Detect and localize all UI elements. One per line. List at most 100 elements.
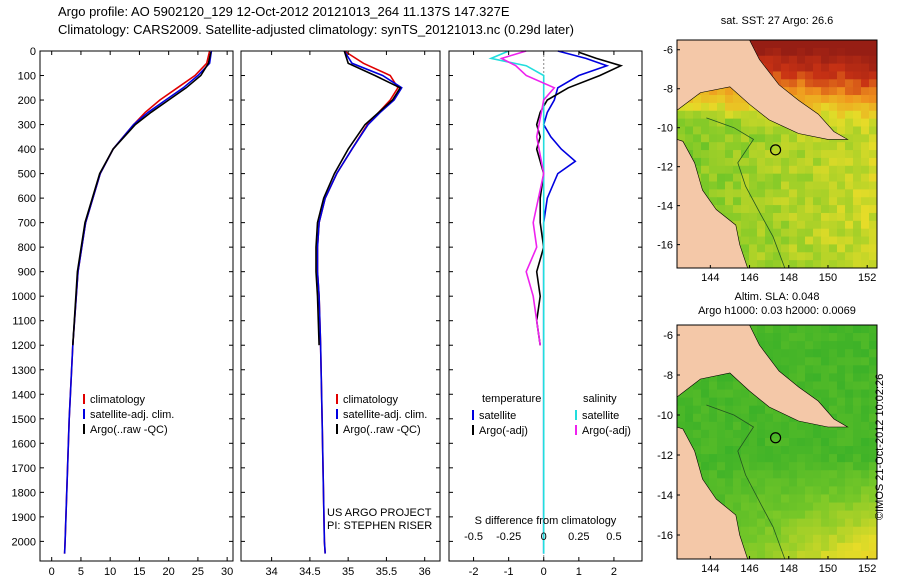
- sst-map-cell: [813, 197, 822, 206]
- sla-map-cell: [733, 502, 742, 512]
- sst-map-cell: [829, 173, 838, 183]
- temperature-series-0: [63, 50, 211, 554]
- sst-map-cell: [677, 118, 686, 127]
- differences-panel: -2 -1 0 1 2 -0.5 -0.25 0 0.25 0.5 S difference fro…: [448, 50, 643, 580]
- sla-map-cell: [685, 389, 694, 399]
- sst-map-cell: [789, 79, 798, 88]
- sla-map-cell: [797, 462, 806, 471]
- sla-map-cell: [829, 446, 838, 455]
- sst-map-cell: [829, 47, 838, 57]
- sla-map-cell: [861, 510, 870, 520]
- sla-map-cell: [853, 462, 862, 471]
- sla-map-cell: [749, 405, 758, 415]
- sla-map-cell: [869, 510, 877, 520]
- sst-map-cell: [845, 118, 854, 127]
- sst-map-cell: [701, 157, 710, 167]
- sst-map-cell: [789, 47, 798, 57]
- sst-map-cell: [765, 157, 774, 167]
- sla-map-cell: [717, 486, 726, 495]
- sla-map-cell: [837, 486, 846, 495]
- depth-tick-label: 400: [18, 144, 36, 156]
- sst-map-cell: [797, 71, 806, 80]
- sst-map-cell: [861, 197, 870, 206]
- sla-map-cell: [837, 365, 846, 374]
- sst-map-cell: [845, 102, 854, 112]
- sst-map-cell: [861, 79, 870, 88]
- sst-map-cell: [837, 252, 846, 261]
- sla-map-cell: [717, 397, 726, 407]
- depth-tick-label: 1000: [12, 291, 36, 303]
- sla-map-cell: [733, 381, 742, 391]
- sst-map-cell: [869, 189, 877, 198]
- sst-map-cell: [749, 197, 758, 206]
- sla-map-cell: [853, 534, 862, 544]
- sst-map-cell: [757, 244, 766, 253]
- sst-map-cell: [693, 102, 702, 112]
- sla-map-cell: [733, 494, 742, 504]
- depth-tick-label: 200: [18, 95, 36, 107]
- temperature-legend-label: satellite-adj. clim.: [90, 409, 174, 421]
- sst-map-cell: [853, 252, 862, 261]
- sst-map-cell: [741, 189, 750, 198]
- sst-map-cell: [789, 197, 798, 206]
- depth-tick-label: 1500: [12, 414, 36, 426]
- sla-map-cell: [829, 462, 838, 471]
- sla-map-cell: [757, 510, 766, 520]
- sla-map-ytick-label: -16: [657, 530, 673, 542]
- sla-map-cell: [749, 542, 758, 552]
- temperature-xtick-label: 10: [104, 566, 116, 578]
- sla-map-cell: [709, 405, 718, 415]
- sst-map-cell: [821, 63, 830, 72]
- sst-map-cell: [821, 79, 830, 88]
- sla-map-cell: [717, 446, 726, 455]
- sst-map-cell: [829, 110, 838, 120]
- sst-map-cell: [821, 40, 830, 49]
- salinity-legend-label: satellite-adj. clim.: [343, 409, 427, 421]
- sla-map-cell: [805, 462, 814, 471]
- tdiff-tick-label: 1: [576, 566, 582, 578]
- sst-map-cell: [821, 165, 830, 175]
- sla-map-cell: [837, 550, 846, 559]
- sla-map-cell: [837, 429, 846, 439]
- sla-map-cell: [829, 349, 838, 358]
- sla-map-cell: [837, 478, 846, 487]
- sla-map-cell: [789, 470, 798, 479]
- sla-map-cell: [869, 349, 877, 358]
- sst-map-cell: [861, 205, 870, 214]
- sst-map-cell: [797, 157, 806, 167]
- sla-map-cell: [725, 462, 734, 471]
- sst-map-cell: [789, 173, 798, 183]
- sst-map-cell: [845, 110, 854, 120]
- sst-map-cell: [757, 189, 766, 198]
- sla-map-cell: [773, 510, 782, 520]
- sla-map-cell: [837, 502, 846, 512]
- sla-map-cell: [709, 478, 718, 487]
- sla-map-cell: [781, 365, 790, 374]
- sla-map-cell: [733, 446, 742, 455]
- sst-map-cell: [781, 197, 790, 206]
- sst-map-cell: [789, 252, 798, 261]
- sla-map-cell: [853, 526, 862, 536]
- sla-map-cell: [797, 357, 806, 366]
- sst-map-cell: [733, 134, 742, 143]
- sla-map-cell: [789, 437, 798, 447]
- sst-map-cell: [861, 55, 870, 65]
- sla-map-cell: [725, 486, 734, 495]
- sla-map-cell: [789, 349, 798, 358]
- sst-map-cell: [709, 150, 718, 159]
- sst-map-cell: [781, 142, 790, 151]
- sla-map-cell: [837, 510, 846, 520]
- sst-map-cell: [853, 220, 862, 230]
- sla-map-cell: [845, 421, 854, 431]
- sst-map-cell: [773, 47, 782, 57]
- sst-map-cell: [845, 87, 854, 96]
- depth-tick-label: 100: [18, 71, 36, 83]
- sla-map-cell: [837, 454, 846, 463]
- depth-tick-label: 1100: [12, 316, 36, 328]
- sst-map-cell: [853, 212, 862, 222]
- sla-map-cell: [757, 341, 766, 350]
- sst-map-cell: [757, 165, 766, 175]
- sst-map-cell: [709, 95, 718, 104]
- sst-map-cell: [757, 260, 766, 268]
- sst-map-cell: [773, 212, 782, 222]
